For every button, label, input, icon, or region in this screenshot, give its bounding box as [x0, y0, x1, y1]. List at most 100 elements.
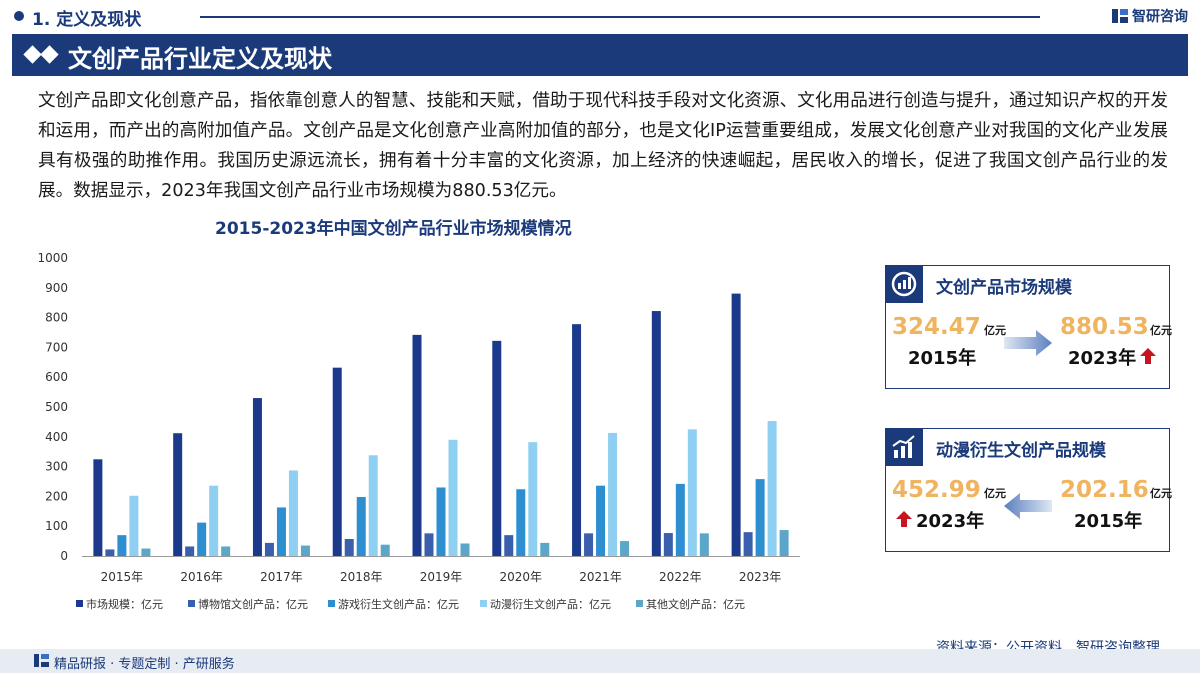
bar — [540, 542, 550, 556]
legend-swatch — [76, 600, 83, 607]
y-tick-label: 300 — [45, 460, 68, 474]
header-rule — [200, 16, 1040, 18]
card-header-block — [885, 265, 923, 303]
start-value: 324.47 — [892, 314, 981, 340]
bar — [129, 495, 139, 556]
y-tick-label: 100 — [45, 519, 68, 533]
bar — [252, 398, 262, 556]
y-tick-label: 600 — [45, 370, 68, 384]
x-tick-label: 2020年 — [500, 570, 543, 584]
bar — [779, 530, 789, 556]
bar — [755, 479, 765, 556]
bar — [173, 433, 183, 556]
y-tick-label: 400 — [45, 430, 68, 444]
start-value: 202.16 — [1060, 477, 1149, 503]
bar — [344, 539, 354, 556]
bar — [368, 455, 378, 556]
x-tick-label: 2019年 — [420, 570, 463, 584]
bar — [436, 487, 446, 556]
bar — [185, 546, 195, 556]
up-arrow-icon — [1140, 348, 1156, 364]
section-label: 1. 定义及现状 — [32, 10, 142, 30]
bar — [300, 545, 310, 556]
legend-label: 市场规模：亿元 — [86, 597, 163, 611]
bar — [209, 485, 219, 556]
bar — [608, 432, 618, 556]
y-tick-label: 900 — [45, 281, 68, 295]
bar — [380, 544, 390, 556]
diamond-icon — [23, 45, 42, 64]
end-year: 2023年 — [916, 511, 985, 532]
bar — [620, 541, 630, 556]
top-bar: 1. 定义及现状 智研咨询 — [0, 0, 1200, 34]
bar — [675, 483, 685, 556]
bar — [288, 470, 298, 556]
card-header-block — [885, 428, 923, 466]
footer-logo-icon — [34, 654, 49, 667]
y-tick-label: 700 — [45, 340, 68, 354]
y-tick-label: 800 — [45, 311, 68, 325]
start-year: 2015年 — [908, 348, 977, 369]
bar — [731, 293, 741, 556]
x-tick-label: 2021年 — [579, 570, 622, 584]
bar — [117, 535, 127, 556]
brand-mark-icon — [1112, 9, 1128, 23]
bar — [424, 533, 434, 556]
y-tick-label: 1000 — [37, 251, 68, 265]
bar — [699, 533, 709, 556]
start-unit: 亿元 — [1150, 487, 1172, 500]
bar — [356, 496, 366, 556]
bar — [93, 459, 103, 556]
bar — [460, 543, 470, 556]
x-tick-label: 2017年 — [260, 570, 303, 584]
footer-bar: 精品研报 · 专题定制 · 产研服务 — [0, 649, 1200, 673]
trend-chart-icon — [892, 435, 915, 458]
page-title: 文创产品行业定义及现状 — [68, 45, 332, 73]
bar — [448, 439, 458, 556]
bar — [743, 532, 753, 556]
legend-label: 博物馆文创产品：亿元 — [198, 597, 308, 611]
end-value: 452.99 — [892, 477, 981, 503]
anime-derivative-card: 动漫衍生文创产品规模 452.99 亿元 2023年 202.16 亿元 201… — [885, 428, 1172, 552]
bar — [516, 489, 526, 556]
right-arrow-icon — [1004, 330, 1052, 356]
bar — [221, 546, 231, 556]
up-arrow-icon — [896, 511, 912, 527]
bar — [528, 442, 538, 556]
bar — [332, 367, 342, 556]
bar-chart: 0 100 200 300 400 500 600 700 800 900 1000 2015年 201… — [37, 251, 800, 611]
legend-label: 动漫衍生文创产品：亿元 — [490, 597, 611, 611]
section-bullet-icon — [14, 11, 24, 21]
bar — [651, 311, 661, 556]
bar — [197, 522, 207, 556]
legend-swatch — [188, 600, 195, 607]
x-tick-label: 2018年 — [340, 570, 383, 584]
bar — [141, 548, 151, 556]
bar — [504, 535, 514, 556]
bar — [572, 324, 582, 556]
y-tick-label: 500 — [45, 400, 68, 414]
brand-name: 智研咨询 — [1132, 9, 1188, 25]
bar — [492, 340, 502, 556]
y-tick-label: 200 — [45, 489, 68, 503]
bar — [276, 507, 286, 556]
end-unit: 亿元 — [984, 487, 1006, 500]
legend-swatch — [636, 600, 643, 607]
legend-swatch — [480, 600, 487, 607]
bar — [105, 549, 115, 556]
bar — [584, 533, 594, 556]
x-tick-label: 2023年 — [739, 570, 782, 584]
left-arrow-icon — [1004, 493, 1052, 519]
end-year: 2023年 — [1068, 348, 1137, 369]
start-unit: 亿元 — [984, 324, 1006, 337]
market-size-card: 文创产品市场规模 324.47 亿元 2015年 880.53 亿元 2023年 — [885, 265, 1172, 389]
card-title: 文创产品市场规模 — [936, 278, 1072, 298]
legend-swatch — [328, 600, 335, 607]
y-tick-label: 0 — [60, 549, 68, 563]
legend-label: 其他文创产品：亿元 — [646, 597, 745, 611]
bar — [596, 485, 606, 556]
bar — [264, 542, 274, 556]
end-unit: 亿元 — [1150, 324, 1172, 337]
start-year: 2015年 — [1074, 511, 1143, 532]
intro-paragraph: 文创产品即文化创意产品，指依靠创意人的智慧、技能和天赋，借助于现代科技手段对文化… — [38, 91, 1168, 201]
